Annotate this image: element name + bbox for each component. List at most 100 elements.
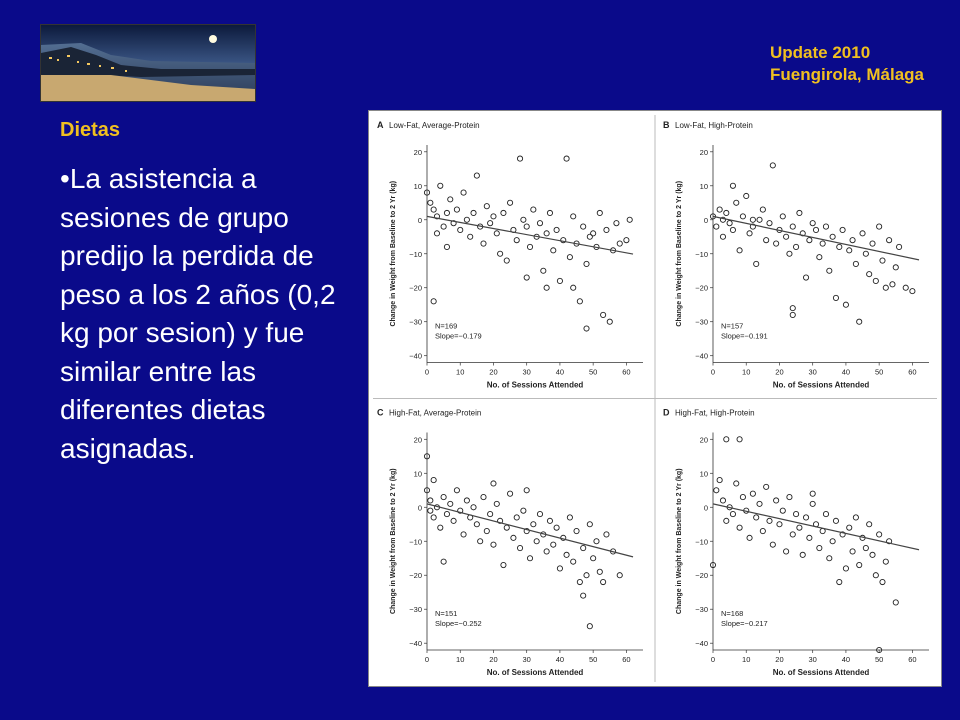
data-point <box>540 267 547 274</box>
data-point <box>570 284 577 291</box>
x-tick-label: 0 <box>711 655 715 664</box>
annotation-slope: Slope=−0.217 <box>721 619 768 628</box>
data-point <box>623 237 630 244</box>
data-point <box>513 237 520 244</box>
data-point <box>866 521 873 528</box>
regression-line <box>426 503 634 558</box>
data-point <box>836 243 843 251</box>
data-point <box>430 206 437 213</box>
data-point <box>516 155 524 162</box>
data-point <box>896 243 903 251</box>
x-tick-label: 10 <box>742 655 750 664</box>
y-tick-label: 0 <box>704 503 708 512</box>
data-point <box>842 565 849 572</box>
panel-d: D High-Fat, High-Protein 20 10 0 −10 −20 −30 −40… <box>663 408 929 677</box>
data-point <box>600 578 607 586</box>
data-point <box>766 220 773 227</box>
annotation-n: N=168 <box>721 609 743 618</box>
data-point <box>583 572 590 579</box>
data-point <box>799 551 806 558</box>
data-point <box>477 538 484 545</box>
y-tick-label: 20 <box>414 148 422 157</box>
data-point <box>437 524 444 531</box>
y-axis-label: Change in Weight from Baseline to 2 Yr (… <box>390 468 397 614</box>
data-point <box>613 220 620 227</box>
data-point <box>729 226 736 234</box>
x-axis-label: No. of Sessions Attended <box>773 668 870 677</box>
data-point <box>819 240 826 247</box>
data-point <box>606 318 613 325</box>
data-point <box>487 511 494 518</box>
data-point <box>550 247 557 254</box>
x-tick-label: 30 <box>523 368 531 377</box>
data-point <box>886 538 893 545</box>
data-point <box>753 260 760 267</box>
x-tick-label: 50 <box>875 368 883 377</box>
bullet-text: La asistencia a sesiones de grupo predij… <box>60 163 336 464</box>
data-point <box>427 497 434 504</box>
y-axis-label: Change in Weight from Baseline to 2 Yr (… <box>390 181 397 327</box>
data-point <box>590 555 597 562</box>
data-point <box>733 199 740 206</box>
data-point <box>536 511 544 518</box>
data-point <box>580 223 587 230</box>
data-point <box>806 237 813 244</box>
data-point <box>443 209 450 217</box>
y-tick-label: −40 <box>695 352 708 361</box>
data-point <box>443 511 450 518</box>
y-tick-label: −30 <box>409 318 422 327</box>
data-point <box>746 230 753 237</box>
data-point <box>480 494 487 501</box>
data-point <box>553 226 560 234</box>
data-point <box>786 250 793 257</box>
data-point <box>856 318 863 325</box>
data-point <box>909 288 916 295</box>
scatter-figure-svg: A Low-Fat, Average-Protein 20 10 0 −10 −20 −30 −… <box>373 115 937 682</box>
panel-title: High-Fat, High-Protein <box>675 409 755 418</box>
data-point <box>812 226 820 234</box>
data-point <box>723 436 730 443</box>
data-point <box>713 223 720 230</box>
data-point <box>739 213 746 220</box>
data-point <box>473 172 480 179</box>
data-point <box>763 237 770 244</box>
data-point <box>866 271 873 278</box>
panel-a: A Low-Fat, Average-Protein 20 10 0 −10 −20 −30 −… <box>377 120 643 390</box>
data-point <box>576 298 583 305</box>
data-point <box>530 521 537 528</box>
data-point <box>556 277 563 284</box>
data-point <box>809 500 816 507</box>
regression-line <box>712 503 920 551</box>
data-point <box>789 311 796 318</box>
data-point <box>862 250 869 257</box>
data-point <box>829 233 836 240</box>
panel-b: B Low-Fat, High-Protein20100−10−20−30−400… <box>663 120 929 390</box>
x-axis-label: No. of Sessions Attended <box>487 381 584 390</box>
data-point <box>816 254 823 261</box>
x-tick-label: 40 <box>842 368 850 377</box>
data-point <box>733 480 740 487</box>
x-axis-label: No. of Sessions Attended <box>487 668 584 677</box>
data-point <box>806 534 813 541</box>
data-point <box>497 517 504 524</box>
x-tick-label: 60 <box>622 368 630 377</box>
data-point <box>470 209 477 217</box>
data-point <box>793 511 800 518</box>
data-point <box>822 223 830 230</box>
data-point <box>759 528 766 535</box>
data-point <box>846 524 853 531</box>
y-tick-label: 0 <box>418 216 422 225</box>
data-point <box>729 511 736 518</box>
x-tick-label: 50 <box>589 655 597 664</box>
event-header: Update 2010 Fuengirola, Málaga <box>770 42 924 86</box>
y-tick-label: −30 <box>409 605 422 614</box>
data-point <box>463 497 470 504</box>
data-point <box>756 500 763 507</box>
data-point <box>563 155 570 162</box>
data-point <box>503 257 510 264</box>
x-tick-label: 20 <box>775 655 783 664</box>
data-point <box>793 243 800 251</box>
data-point <box>493 500 500 507</box>
beach-photo-image <box>41 25 255 101</box>
data-point <box>726 220 733 227</box>
